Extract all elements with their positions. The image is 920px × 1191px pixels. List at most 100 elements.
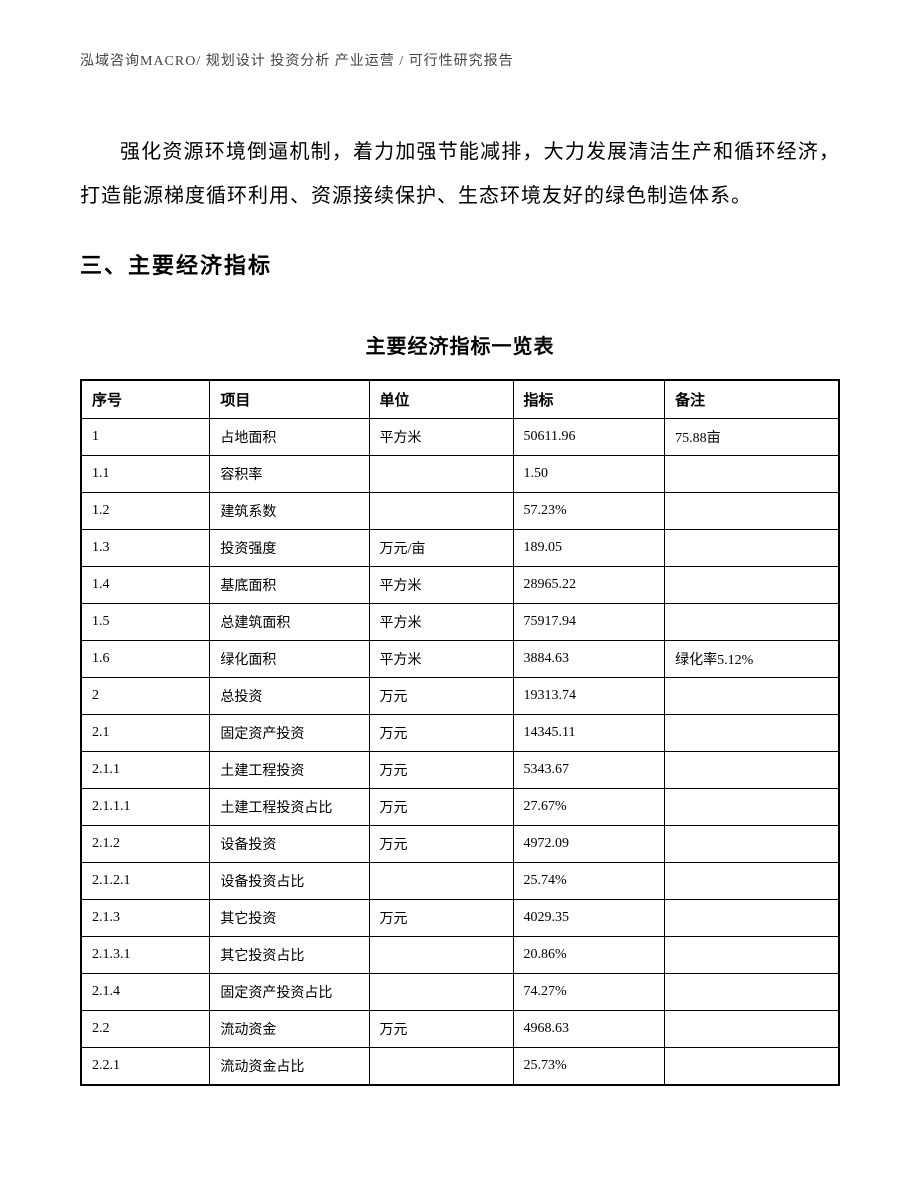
table-cell-item: 建筑系数 — [210, 493, 369, 530]
table-cell-seq: 1.6 — [81, 641, 210, 678]
table-cell-item: 设备投资 — [210, 826, 369, 863]
table-row: 1占地面积平方米50611.9675.88亩 — [81, 419, 839, 456]
table-cell-indicator: 1.50 — [513, 456, 665, 493]
table-row: 1.2建筑系数57.23% — [81, 493, 839, 530]
table-cell-seq: 2.1.2.1 — [81, 863, 210, 900]
table-row: 2.1.3其它投资万元4029.35 — [81, 900, 839, 937]
table-cell-seq: 2 — [81, 678, 210, 715]
table-cell-remark — [665, 826, 839, 863]
table-cell-unit — [369, 456, 513, 493]
table-cell-seq: 2.1 — [81, 715, 210, 752]
table-row: 2.1.3.1其它投资占比20.86% — [81, 937, 839, 974]
table-cell-seq: 2.1.2 — [81, 826, 210, 863]
table-cell-indicator: 27.67% — [513, 789, 665, 826]
table-body: 1占地面积平方米50611.9675.88亩1.1容积率1.501.2建筑系数5… — [81, 419, 839, 1086]
table-row: 2.1.4固定资产投资占比 74.27% — [81, 974, 839, 1011]
table-cell-remark — [665, 974, 839, 1011]
table-cell-indicator: 25.74% — [513, 863, 665, 900]
table-cell-item: 流动资金 — [210, 1011, 369, 1048]
table-cell-remark: 绿化率5.12% — [665, 641, 839, 678]
table-cell-seq: 2.1.3.1 — [81, 937, 210, 974]
table-cell-unit: 万元 — [369, 1011, 513, 1048]
table-cell-unit — [369, 493, 513, 530]
table-row: 1.3投资强度万元/亩189.05 — [81, 530, 839, 567]
table-cell-remark — [665, 863, 839, 900]
table-cell-unit — [369, 863, 513, 900]
table-cell-indicator: 57.23% — [513, 493, 665, 530]
table-cell-remark — [665, 456, 839, 493]
table-cell-indicator: 74.27% — [513, 974, 665, 1011]
table-cell-unit — [369, 1048, 513, 1086]
table-cell-item: 土建工程投资占比 — [210, 789, 369, 826]
table-cell-remark — [665, 493, 839, 530]
table-cell-unit: 平方米 — [369, 604, 513, 641]
table-row: 2.1.1土建工程投资万元5343.67 — [81, 752, 839, 789]
economic-indicators-table: 序号 项目 单位 指标 备注 1占地面积平方米50611.9675.88亩1.1… — [80, 379, 840, 1086]
table-header-seq: 序号 — [81, 380, 210, 419]
table-row: 2总投资万元19313.74 — [81, 678, 839, 715]
table-cell-indicator: 4968.63 — [513, 1011, 665, 1048]
table-cell-seq: 1.1 — [81, 456, 210, 493]
table-cell-seq: 1 — [81, 419, 210, 456]
table-cell-unit: 平方米 — [369, 567, 513, 604]
table-cell-seq: 2.1.1 — [81, 752, 210, 789]
table-title: 主要经济指标一览表 — [80, 330, 840, 359]
table-cell-item: 固定资产投资占比 — [210, 974, 369, 1011]
table-cell-seq: 2.1.4 — [81, 974, 210, 1011]
table-cell-unit: 万元/亩 — [369, 530, 513, 567]
table-row: 2.1.2.1设备投资占比 25.74% — [81, 863, 839, 900]
table-cell-item: 投资强度 — [210, 530, 369, 567]
table-cell-indicator: 3884.63 — [513, 641, 665, 678]
table-cell-item: 基底面积 — [210, 567, 369, 604]
table-cell-item: 流动资金占比 — [210, 1048, 369, 1086]
table-cell-remark — [665, 937, 839, 974]
table-row: 2.2流动资金万元4968.63 — [81, 1011, 839, 1048]
table-cell-remark — [665, 678, 839, 715]
table-cell-item: 其它投资占比 — [210, 937, 369, 974]
table-header-indicator: 指标 — [513, 380, 665, 419]
table-cell-unit — [369, 937, 513, 974]
table-cell-indicator: 4029.35 — [513, 900, 665, 937]
table-cell-unit: 平方米 — [369, 641, 513, 678]
table-cell-unit: 万元 — [369, 678, 513, 715]
table-cell-remark — [665, 1048, 839, 1086]
table-cell-indicator: 50611.96 — [513, 419, 665, 456]
table-cell-unit: 万元 — [369, 826, 513, 863]
table-header-remark: 备注 — [665, 380, 839, 419]
table-cell-item: 设备投资占比 — [210, 863, 369, 900]
table-cell-remark — [665, 567, 839, 604]
table-cell-seq: 2.1.1.1 — [81, 789, 210, 826]
table-cell-remark: 75.88亩 — [665, 419, 839, 456]
table-row: 1.6绿化面积平方米3884.63绿化率5.12% — [81, 641, 839, 678]
table-row: 1.4基底面积平方米28965.22 — [81, 567, 839, 604]
table-cell-remark — [665, 604, 839, 641]
table-cell-indicator: 75917.94 — [513, 604, 665, 641]
table-row: 2.1固定资产投资万元14345.11 — [81, 715, 839, 752]
table-cell-indicator: 189.05 — [513, 530, 665, 567]
table-row: 1.5总建筑面积平方米75917.94 — [81, 604, 839, 641]
table-cell-item: 总投资 — [210, 678, 369, 715]
table-cell-remark — [665, 900, 839, 937]
table-cell-item: 其它投资 — [210, 900, 369, 937]
table-row: 1.1容积率 1.50 — [81, 456, 839, 493]
table-cell-unit: 万元 — [369, 900, 513, 937]
table-cell-remark — [665, 752, 839, 789]
document-header: 泓域咨询MACRO/ 规划设计 投资分析 产业运营 / 可行性研究报告 — [80, 50, 840, 70]
table-cell-seq: 2.1.3 — [81, 900, 210, 937]
table-cell-item: 固定资产投资 — [210, 715, 369, 752]
table-cell-seq: 1.4 — [81, 567, 210, 604]
table-cell-seq: 2.2.1 — [81, 1048, 210, 1086]
table-cell-remark — [665, 530, 839, 567]
table-cell-item: 容积率 — [210, 456, 369, 493]
table-cell-unit: 万元 — [369, 789, 513, 826]
table-row: 2.1.1.1土建工程投资占比万元27.67% — [81, 789, 839, 826]
table-cell-seq: 1.5 — [81, 604, 210, 641]
table-header-row: 序号 项目 单位 指标 备注 — [81, 380, 839, 419]
paragraph-intro: 强化资源环境倒逼机制，着力加强节能减排，大力发展清洁生产和循环经济，打造能源梯度… — [80, 130, 840, 218]
table-row: 2.1.2设备投资万元4972.09 — [81, 826, 839, 863]
table-cell-item: 占地面积 — [210, 419, 369, 456]
table-header-item: 项目 — [210, 380, 369, 419]
section-heading: 三、主要经济指标 — [80, 248, 840, 280]
table-cell-indicator: 5343.67 — [513, 752, 665, 789]
table-cell-remark — [665, 715, 839, 752]
